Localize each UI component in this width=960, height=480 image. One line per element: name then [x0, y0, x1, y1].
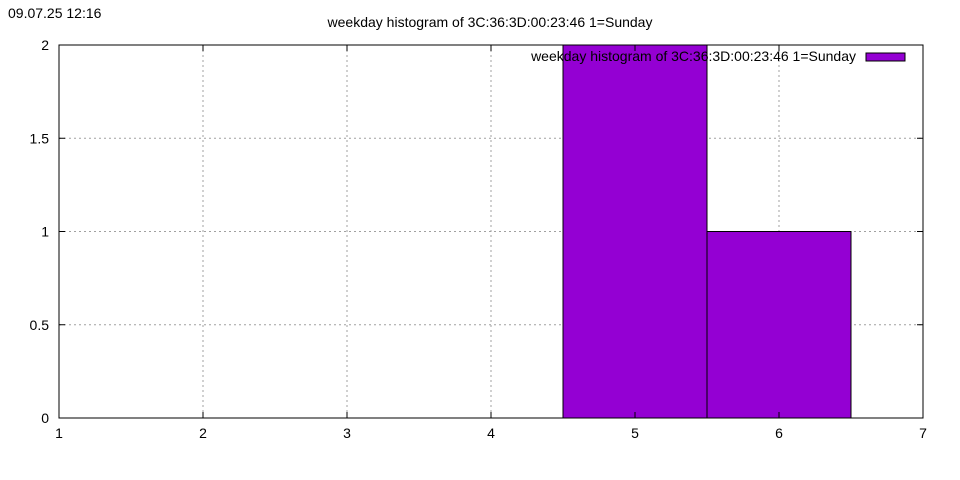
timestamp-label: 09.07.25 12:16	[8, 5, 102, 21]
bars	[562, 44, 852, 419]
x-tick-label: 7	[919, 425, 927, 441]
y-tick-label: 0.5	[30, 317, 50, 333]
y-tick-label: 1	[41, 224, 49, 240]
x-tick-label: 6	[775, 425, 783, 441]
y-tick-label: 0	[41, 410, 49, 426]
x-tick-label: 4	[487, 425, 495, 441]
histogram-bar	[706, 231, 852, 419]
histogram-bar	[562, 44, 708, 419]
y-tick-label: 2	[41, 37, 49, 53]
x-tick-label: 2	[199, 425, 207, 441]
legend-swatch	[865, 52, 906, 62]
x-tick-label: 5	[631, 425, 639, 441]
legend-label: weekday histogram of 3C:36:3D:00:23:46 1…	[530, 48, 856, 64]
x-tick-label: 3	[343, 425, 351, 441]
x-tick-label: 1	[55, 425, 63, 441]
y-tick-label: 1.5	[30, 130, 50, 146]
axes: 1 2 3 4 5 6 7 0 0.5 1 1.5 2	[30, 37, 928, 441]
legend: weekday histogram of 3C:36:3D:00:23:46 1…	[530, 48, 906, 64]
chart-title: weekday histogram of 3C:36:3D:00:23:46 1…	[327, 14, 653, 30]
